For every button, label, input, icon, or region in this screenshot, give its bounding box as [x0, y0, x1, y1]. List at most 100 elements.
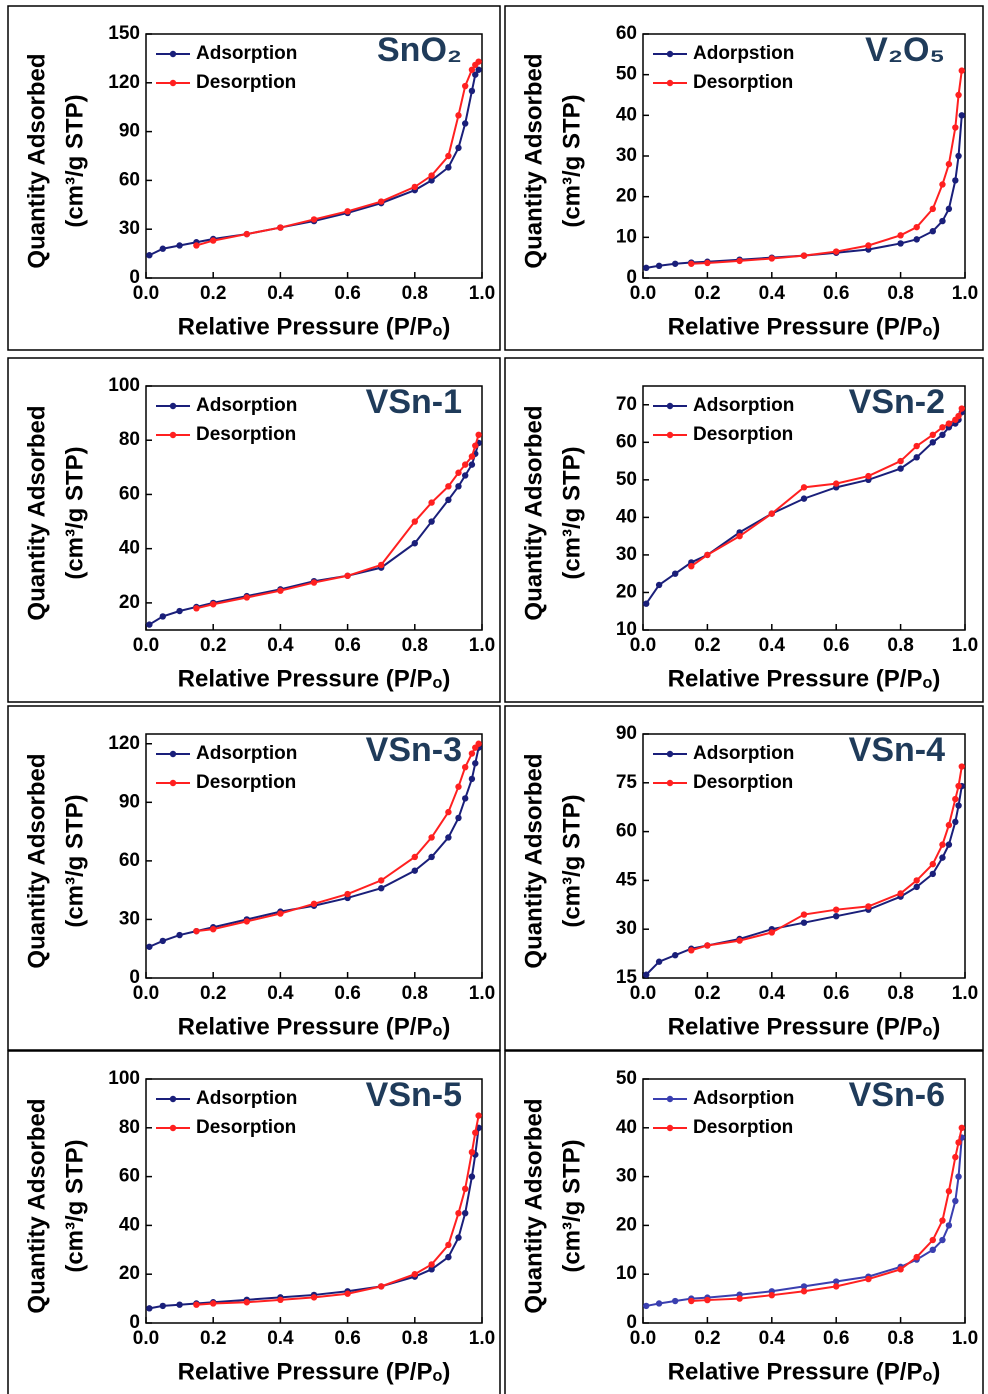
data-point	[455, 112, 462, 119]
data-point	[411, 853, 418, 861]
isotherm-line	[149, 1127, 480, 1310]
x-tick-label: 0.8	[887, 283, 913, 304]
data-point	[411, 183, 418, 191]
x-tick-label: 0.8	[887, 983, 913, 1004]
data-point	[468, 453, 476, 460]
y-axis-label: (cm³/g STP)	[61, 1139, 88, 1272]
y-axis-label: (cm³/g STP)	[558, 94, 585, 227]
data-point	[939, 181, 946, 188]
y-tick-label: 60	[119, 1166, 140, 1187]
x-tick-label: 1.0	[952, 1328, 978, 1349]
plot-frame	[642, 1078, 966, 1324]
x-tick-label: 0.2	[694, 983, 720, 1004]
data-point	[210, 237, 217, 244]
data-point	[939, 841, 946, 848]
data-point	[455, 1210, 462, 1217]
x-axis-label: Relative Pressure (P/Pₒ)	[668, 1013, 941, 1040]
data-point	[445, 1241, 452, 1249]
legend-label: Adsorption	[693, 1088, 794, 1109]
data-point	[455, 814, 462, 822]
x-tick-label: 0.4	[267, 635, 294, 656]
x-tick-label: 0.8	[402, 635, 428, 656]
x-tick-label: 0.0	[630, 635, 656, 656]
data-point	[159, 1302, 166, 1310]
data-point	[736, 1295, 743, 1302]
legend-marker	[666, 50, 674, 58]
data-point	[472, 71, 479, 78]
y-axis-label: (cm³/g STP)	[61, 794, 88, 927]
y-tick-label: 60	[119, 850, 140, 871]
data-point	[475, 1112, 482, 1119]
legend-label: Adsorption	[196, 743, 297, 764]
legend-marker	[169, 50, 177, 58]
data-point	[897, 890, 904, 897]
data-point	[310, 1294, 318, 1301]
data-point	[768, 1291, 775, 1299]
y-tick-label: 80	[119, 1117, 140, 1138]
data-point	[378, 877, 385, 884]
legend-marker	[169, 402, 177, 410]
x-tick-label: 0.0	[630, 283, 656, 304]
data-point	[193, 927, 200, 935]
x-tick-label: 0.2	[694, 1328, 720, 1349]
data-point	[736, 532, 743, 540]
isotherm-line	[691, 766, 963, 952]
data-point	[411, 1271, 418, 1278]
data-point	[800, 911, 808, 918]
data-point	[655, 958, 663, 965]
data-point	[455, 144, 462, 152]
y-axis-label: Quantity Adsorbed	[520, 53, 547, 268]
legend-label: Desorption	[693, 424, 793, 445]
data-point	[455, 483, 462, 490]
x-tick-label: 1.0	[952, 635, 978, 656]
y-tick-label: 10	[616, 226, 637, 247]
data-point	[913, 442, 920, 450]
data-point	[411, 518, 418, 525]
data-point	[643, 971, 650, 978]
data-point	[462, 82, 469, 90]
y-tick-label: 40	[119, 1214, 140, 1235]
data-point	[468, 1149, 476, 1156]
y-axis-label: Quantity Adsorbed	[520, 405, 547, 620]
x-tick-label: 0.8	[402, 1328, 428, 1349]
data-point	[243, 594, 250, 601]
y-tick-label: 30	[119, 908, 140, 929]
data-point	[445, 496, 452, 504]
data-point	[176, 242, 183, 249]
data-point	[952, 818, 959, 826]
x-tick-label: 0.6	[334, 635, 360, 656]
data-point	[468, 461, 476, 468]
y-tick-label: 0	[129, 267, 140, 288]
y-axis-label: Quantity Adsorbed	[520, 753, 547, 968]
data-point	[655, 1300, 663, 1307]
isotherm-line	[646, 115, 963, 269]
legend-marker	[666, 1124, 674, 1132]
isotherm-line	[691, 1127, 963, 1303]
y-tick-label: 100	[108, 1068, 140, 1089]
data-point	[955, 1173, 962, 1180]
legend-label: Desorption	[196, 1117, 296, 1138]
y-tick-label: 30	[616, 1166, 637, 1187]
x-tick-label: 0.6	[334, 1328, 360, 1349]
x-tick-label: 1.0	[469, 635, 495, 656]
data-point	[952, 1197, 959, 1205]
data-point	[704, 1296, 711, 1304]
legend-label: Adsorption	[196, 395, 297, 416]
data-point	[897, 465, 904, 472]
data-point	[277, 587, 284, 594]
data-point	[378, 198, 385, 205]
x-tick-label: 0.2	[694, 283, 720, 304]
legend-label: Desorption	[693, 1117, 793, 1138]
data-point	[929, 228, 936, 235]
x-tick-label: 1.0	[469, 1328, 495, 1349]
data-point	[472, 760, 479, 767]
isotherm-line	[148, 442, 480, 626]
legend-label: Desorption	[196, 424, 296, 445]
legend-marker	[666, 79, 674, 87]
data-point	[462, 763, 469, 771]
chart-title: VSn-6	[849, 1076, 945, 1114]
y-tick-label: 60	[616, 431, 637, 452]
x-tick-label: 0.8	[402, 983, 428, 1004]
data-point	[688, 1297, 695, 1305]
data-point	[428, 1266, 435, 1273]
